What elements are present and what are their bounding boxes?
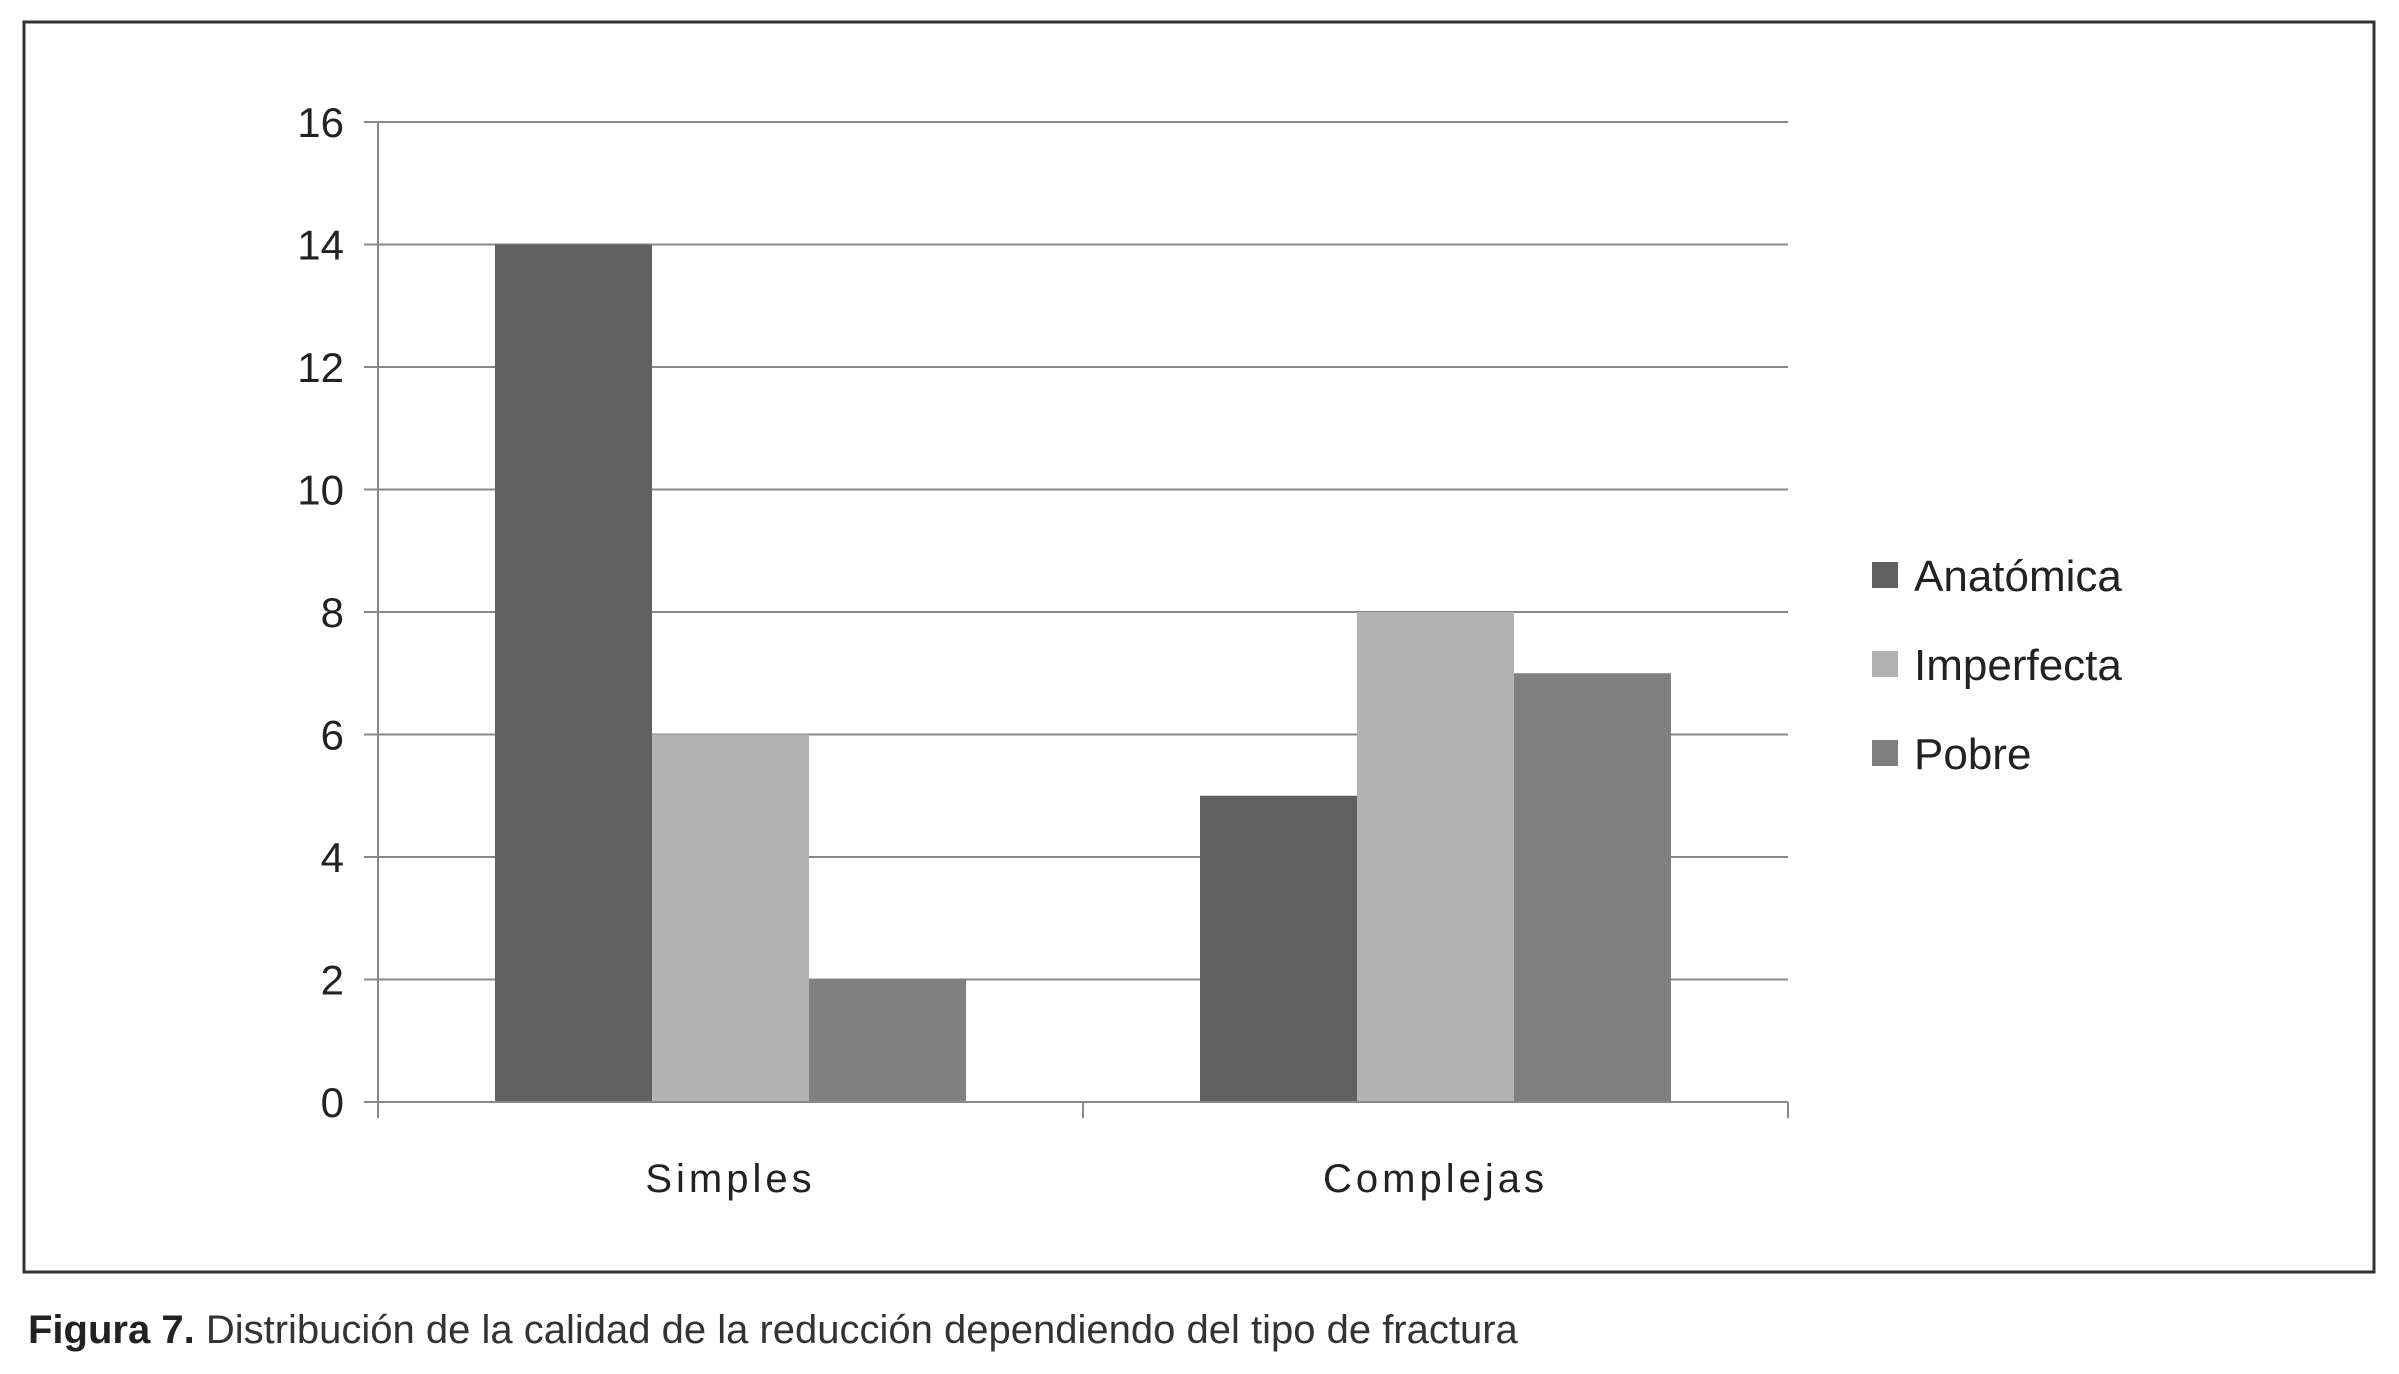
figure-caption-text: Distribución de la calidad de la reducci… [205,1308,1518,1352]
y-tick-label: 0 [321,1079,344,1126]
legend-swatch [1872,562,1898,588]
bar-anatomica-complejas [1200,795,1357,1102]
bar-imperfecta-simples [652,734,809,1102]
y-tick-label: 6 [321,712,344,759]
legend-label: Pobre [1914,730,2031,779]
figure-caption: Figura 7. Distribución de la calidad de … [28,1308,1518,1353]
legend-swatch [1872,740,1898,766]
chart-frame [22,20,2376,1274]
figure-caption-label: Figura 7. [28,1308,195,1352]
legend-label: Imperfecta [1914,641,2122,690]
legend: Anatómica Imperfecta Pobre [1872,552,2122,779]
y-tick-label: 14 [297,222,344,269]
bar-pobre-complejas [1514,673,1671,1102]
x-tick-label: Complejas [1323,1157,1548,1201]
y-tick-label: 4 [321,834,344,881]
y-tick-label: 8 [321,589,344,636]
y-tick-label: 10 [297,467,344,514]
axes: 0 2 4 6 8 10 12 14 16 Simples Complejas [297,99,1789,1201]
legend-label: Anatómica [1914,552,2122,601]
legend-swatch [1872,651,1898,677]
bars [495,244,1671,1102]
y-tick-label: 2 [321,957,344,1004]
bar-anatomica-simples [495,244,652,1102]
y-tick-label: 12 [297,344,344,391]
bar-imperfecta-complejas [1357,612,1514,1102]
bar-pobre-simples [809,979,966,1102]
y-tick-label: 16 [297,99,344,146]
x-tick-label: Simples [645,1157,815,1201]
